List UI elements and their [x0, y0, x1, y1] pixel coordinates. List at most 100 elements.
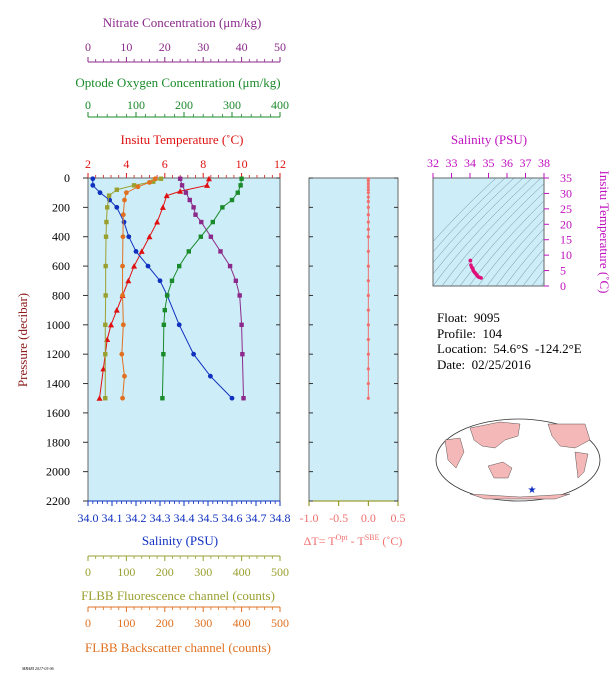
delta-t-tick-label: -0.5 [329, 511, 348, 525]
pressure-tick-label: 1800 [46, 435, 70, 449]
backscatter-point [119, 351, 125, 357]
temperature-axis: 2 4 6 8 10 12 [85, 157, 286, 179]
ts-contour [433, 178, 533, 286]
salinity-axis-tick-label: 34.5 [198, 511, 219, 525]
ts-panel [432, 177, 545, 287]
pressure-tick-label: 2000 [46, 465, 70, 479]
ts-contour [504, 237, 544, 286]
delta-t-point [366, 205, 370, 209]
delta-t-point [366, 188, 370, 192]
nitrate-point [237, 293, 242, 298]
salinity-axis-tick-label: 34.4 [174, 511, 195, 525]
backscatter-point [120, 395, 125, 401]
salinity-point [126, 234, 132, 240]
backscatter-point [152, 176, 158, 182]
ts-xtick-label: 35 [483, 156, 495, 170]
backscatter-axis-tick-label: 0 [85, 616, 91, 630]
temperature-axis-tick-label: 8 [200, 157, 206, 171]
nitrate-point [191, 205, 196, 210]
map-land-australia [487, 461, 513, 479]
nitrate-axis-tick-label: 40 [236, 40, 248, 54]
figure-stamp: MBARI 2017-03-06 [22, 666, 54, 671]
salinity-axis-tick-label: 34.3 [150, 511, 171, 525]
ts-point [479, 276, 483, 280]
nitrate-point [218, 249, 223, 254]
delta-t-point [366, 293, 370, 298]
ts-point [468, 258, 473, 263]
oxygen-point [160, 396, 165, 401]
ts-xtick-label: 36 [501, 156, 513, 170]
salinity-axis-tick-label: 34.0 [78, 511, 99, 525]
nitrate-point [187, 197, 192, 203]
temperature-axis-tick-label: 2 [85, 157, 91, 171]
profile-number: Profile: 104 [437, 325, 502, 341]
salinity-axis-tick-label: 34.1 [102, 511, 123, 525]
nitrate-point [183, 190, 189, 195]
oxygen-point [198, 234, 203, 239]
ts-ytick-label: 15 [560, 233, 572, 247]
ts-contour [433, 178, 524, 275]
delta-t-point [366, 264, 370, 268]
ts-title: Salinity (PSU) [451, 132, 527, 147]
backscatter-point [120, 293, 125, 298]
temperature-point [163, 192, 170, 199]
backscatter-axis: 0 100 200 300 400 500 [85, 606, 289, 630]
nitrate-axis-tick-label: 30 [197, 40, 209, 54]
temperature-axis-label: Insitu Temperature (˚C) [120, 132, 243, 147]
backscatter-point [120, 322, 126, 328]
ts-contour [477, 209, 544, 286]
pressure-axis-label: Pressure (decibar) [15, 293, 30, 387]
ts-xtick-label: 32 [427, 156, 439, 170]
salinity-axis-tick-label: 34.7 [246, 511, 267, 525]
temperature-point [138, 248, 145, 254]
salinity-point [97, 190, 103, 196]
salinity-point [121, 219, 127, 225]
temperature-line [99, 178, 210, 399]
profile-date: Date: 02/25/2016 [437, 356, 531, 372]
delta-t-label-unit: (˚C) [379, 534, 402, 548]
ts-contour [433, 178, 497, 243]
delta-t-series [366, 177, 370, 400]
temperature-axis-tick-label: 10 [236, 157, 248, 171]
delta-t-point [366, 279, 370, 283]
delta-t-point [366, 323, 370, 327]
temperature-axis-tick-label: 4 [123, 157, 129, 171]
map-land-africa [444, 437, 465, 469]
ts-ytick-label: 20 [560, 217, 572, 231]
backscatter-axis-tick-label: 400 [233, 616, 251, 630]
salinity-point [191, 351, 197, 357]
pressure-axis: 0 200 400 600 800 1000 1200 1400 1600 1800 2000 220… [46, 171, 280, 508]
ts-ytick-label: 35 [560, 171, 572, 185]
delta-t-point [366, 227, 370, 231]
delta-t-tick-label: -1.0 [300, 511, 319, 525]
delta-t-label-sup1: Opt [336, 533, 349, 542]
pressure-tick-label: 1000 [46, 318, 70, 332]
fluorescence-point [104, 219, 109, 225]
delta-t-point [366, 182, 370, 186]
fluorescence-axis-tick-label: 100 [117, 565, 135, 579]
world-map: ★ [435, 418, 601, 502]
backscatter-point [122, 373, 127, 379]
salinity-axis-label: Salinity (PSU) [142, 533, 218, 548]
backscatter-point [120, 234, 126, 240]
fluorescence-point [131, 183, 137, 188]
ts-density-contours [433, 178, 544, 286]
temperature-point [108, 321, 115, 328]
nitrate-point [199, 219, 204, 225]
float-number: Float: 9095 [437, 310, 500, 325]
float-info: Float: 9095 Profile: 104 Location: 54.6°… [437, 310, 582, 372]
pressure-tick-label: 600 [52, 259, 70, 273]
delta-t-point [366, 249, 370, 254]
ts-xtick-label: 37 [520, 156, 532, 170]
nitrate-point [239, 322, 244, 328]
ts-contour [441, 178, 542, 286]
pressure-tick-label: 1200 [46, 347, 70, 361]
ts-contour [459, 191, 544, 286]
nitrate-point [193, 212, 198, 217]
delta-t-point [366, 235, 370, 239]
salinity-point [176, 322, 182, 328]
backscatter-point [147, 180, 152, 185]
salinity-axis: 34.0 34.1 34.2 34.3 34.4 34.5 34.6 34.7 34.8 [78, 500, 291, 525]
delta-t-point [366, 191, 370, 195]
